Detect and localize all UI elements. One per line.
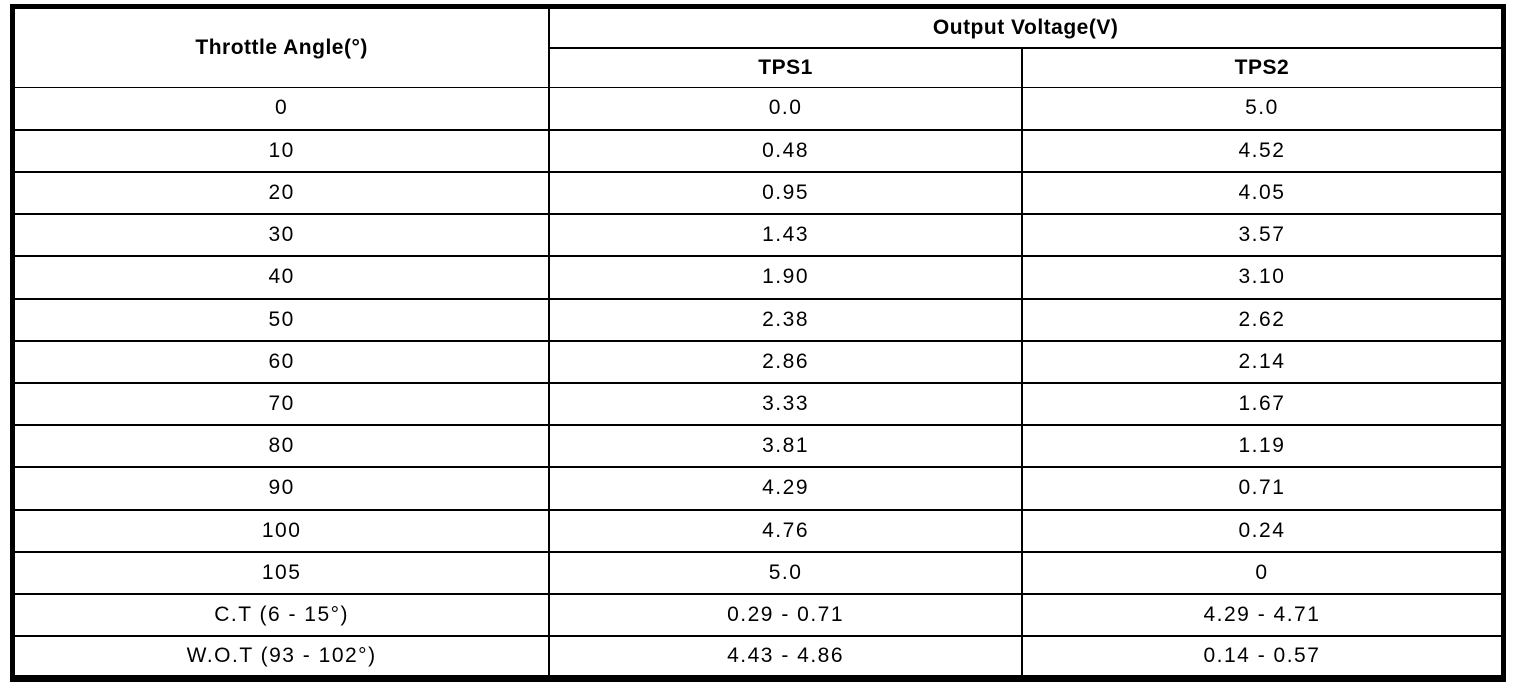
tps2-cell: 4.29 - 4.71 <box>1020 592 1505 638</box>
throttle-angle-cell: C.T (6 - 15°) <box>11 592 551 638</box>
tps1-cell: 0.48 <box>548 128 1023 173</box>
tps1-cell: 0.0 <box>548 86 1023 131</box>
tps1-cell: 4.29 <box>548 466 1023 511</box>
tps2-cell: 3.10 <box>1020 255 1505 300</box>
tps1-cell: 1.90 <box>548 255 1023 300</box>
tps2-cell: 1.67 <box>1020 381 1505 427</box>
tps1-cell: 0.29 - 0.71 <box>548 592 1023 638</box>
tps2-cell: 1.19 <box>1020 424 1505 469</box>
throttle-angle-cell: 70 <box>11 381 551 427</box>
tps1-header: TPS1 <box>548 46 1023 88</box>
tps2-cell: 4.52 <box>1020 128 1505 173</box>
throttle-angle-cell: 10 <box>11 128 551 173</box>
throttle-angle-cell: 90 <box>11 466 551 511</box>
table-row: 50 2.38 2.62 <box>11 297 1505 342</box>
tps-voltage-table: Throttle Angle(°) Output Voltage(V) TPS1… <box>10 4 1506 682</box>
tps1-cell: 0.95 <box>548 170 1023 216</box>
throttle-angle-cell: 80 <box>11 424 551 469</box>
table-row: 80 3.81 1.19 <box>11 424 1505 469</box>
tps2-cell: 4.05 <box>1020 170 1505 216</box>
tps1-cell: 5.0 <box>548 550 1023 595</box>
tps2-cell: 0 <box>1020 550 1505 595</box>
tps1-cell: 3.81 <box>548 424 1023 469</box>
throttle-angle-cell: 0 <box>11 86 551 131</box>
table-row: 100 4.76 0.24 <box>11 508 1505 553</box>
table-row: 90 4.29 0.71 <box>11 466 1505 511</box>
table-body: 0 0.0 5.0 10 0.48 4.52 20 0.95 4.05 30 1.43 3.57 40 1… <box>11 86 1505 680</box>
tps1-cell: 4.76 <box>548 508 1023 553</box>
throttle-angle-cell: 30 <box>11 213 551 258</box>
header-row-sub: TPS1 TPS2 <box>13 46 1505 88</box>
throttle-angle-cell: W.O.T (93 - 102°) <box>11 635 551 680</box>
tps2-cell: 0.71 <box>1020 466 1505 511</box>
tps2-cell: 0.24 <box>1020 508 1505 553</box>
table-row: 0 0.0 5.0 <box>11 86 1505 131</box>
throttle-angle-cell: 40 <box>11 255 551 300</box>
throttle-angle-cell: 105 <box>11 550 551 595</box>
table-header: Throttle Angle(°) Output Voltage(V) TPS1… <box>11 5 1505 88</box>
tps2-cell: 2.62 <box>1020 297 1505 342</box>
table-row: 30 1.43 3.57 <box>11 213 1505 258</box>
throttle-angle-cell: 20 <box>11 170 551 216</box>
throttle-angle-cell: 100 <box>11 508 551 553</box>
table-row: 10 0.48 4.52 <box>11 128 1505 173</box>
tps2-cell: 2.14 <box>1020 339 1505 384</box>
throttle-angle-cell: 60 <box>11 339 551 384</box>
tps2-cell: 0.14 - 0.57 <box>1020 635 1505 680</box>
table-row: 70 3.33 1.67 <box>11 381 1505 427</box>
tps1-cell: 2.86 <box>548 339 1023 384</box>
header-row-group: Throttle Angle(°) Output Voltage(V) <box>11 5 1505 88</box>
table-row: 60 2.86 2.14 <box>11 339 1505 384</box>
tps2-cell: 3.57 <box>1020 213 1505 258</box>
throttle-angle-cell: 50 <box>11 297 551 342</box>
table-row: W.O.T (93 - 102°) 4.43 - 4.86 0.14 - 0.57 <box>11 635 1505 680</box>
tps1-cell: 2.38 <box>548 297 1023 342</box>
tps1-cell: 4.43 - 4.86 <box>548 635 1023 680</box>
table-row: 20 0.95 4.05 <box>11 170 1505 216</box>
table-row: 105 5.0 0 <box>11 550 1505 595</box>
tps2-cell: 5.0 <box>1020 86 1505 131</box>
table-row: C.T (6 - 15°) 0.29 - 0.71 4.29 - 4.71 <box>11 592 1505 638</box>
tps2-header: TPS2 <box>1020 46 1505 88</box>
throttle-angle-header: Throttle Angle(°) <box>11 5 551 88</box>
table-row: 40 1.90 3.10 <box>11 255 1505 300</box>
tps1-cell: 1.43 <box>548 213 1023 258</box>
output-voltage-header: Output Voltage(V) <box>548 5 1505 48</box>
tps1-cell: 3.33 <box>548 381 1023 427</box>
